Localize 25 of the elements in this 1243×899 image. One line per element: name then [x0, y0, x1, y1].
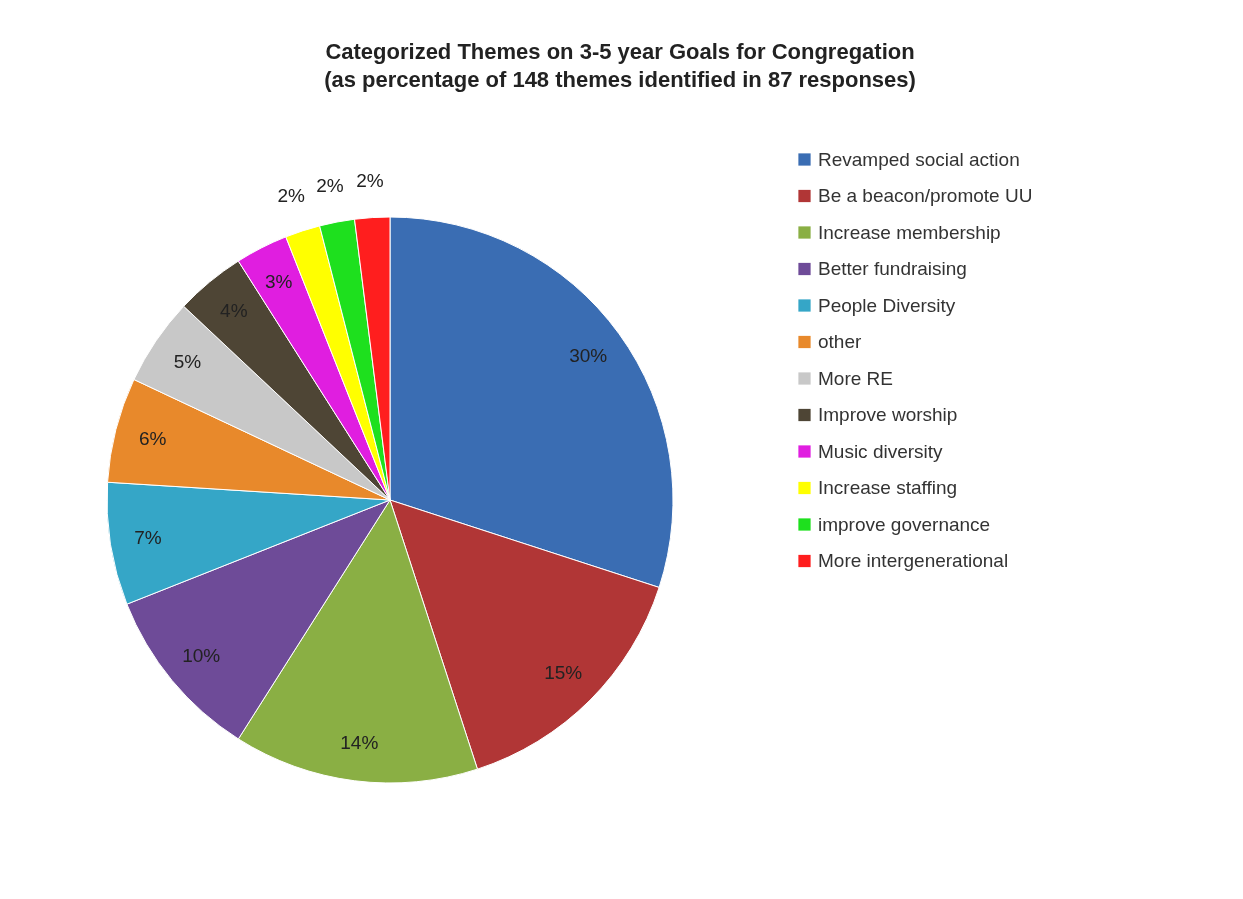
data-label: 15%: [544, 662, 583, 684]
data-label: 6%: [138, 428, 167, 450]
legend-label: Better fundraising: [818, 258, 967, 279]
legend-label: Music diversity: [818, 440, 944, 462]
data-label: 2%: [277, 184, 305, 206]
legend-label: improve governance: [818, 513, 991, 535]
legend-label: Be a beacon/promote UU: [818, 185, 1033, 206]
chart-subtitle: (as percentage of 148 themes identified in 87 responses): [324, 67, 916, 92]
legend-label: Increase staffing: [818, 477, 958, 498]
legend-label: More RE: [818, 367, 893, 389]
legend-label: Revamped social action: [818, 148, 1020, 170]
data-label: 30%: [569, 344, 608, 366]
data-label: 10%: [182, 645, 221, 667]
data-label: 7%: [134, 527, 162, 549]
data-label: 2%: [356, 169, 384, 191]
legend-label: People Diversity: [818, 294, 956, 316]
legend-label: Increase membership: [818, 221, 1001, 243]
data-label: 5%: [173, 351, 202, 373]
legend-label: other: [818, 331, 862, 352]
legend-label: More intergenerational: [818, 550, 1009, 571]
data-label: 3%: [265, 270, 293, 292]
legend-label: Improve worship: [818, 404, 958, 425]
chart-title: Categorized Themes on 3-5 year Goals for Congregation: [325, 39, 915, 64]
data-label: 2%: [316, 174, 344, 196]
data-label: 14%: [340, 732, 379, 754]
